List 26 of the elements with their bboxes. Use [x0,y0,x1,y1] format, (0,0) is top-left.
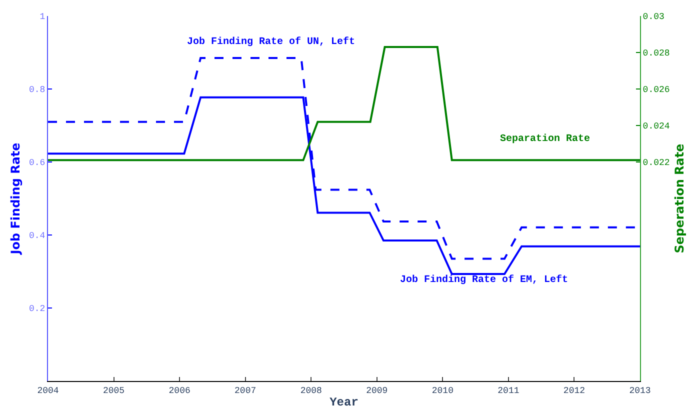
y2-tick-label: 0.03 [642,12,664,22]
annotation: Job Finding Rate of UN, Left [187,36,356,48]
x-tick-label: 2007 [234,386,256,396]
x-tick-label: 2004 [37,386,59,396]
x-tick-label: 2013 [629,386,651,396]
x-axis-title: Year [330,396,358,410]
annotation: Job Finding Rate of EM, Left [400,274,568,286]
x-tick-label: 2011 [498,386,520,396]
y-tick-label: 0.6 [28,158,46,168]
x-tick-label: 2006 [168,386,190,396]
y-tick-label: 0.2 [28,304,46,314]
y2-tick-label: 0.024 [642,122,670,132]
y-tick-label: 0.4 [28,231,46,242]
y2-tick-label: 0.026 [642,85,670,96]
x-tick-label: 2005 [102,386,125,396]
y2-tick-label: 0.028 [642,48,670,59]
annotation: Separation Rate [500,133,590,145]
y-axis-title: Job Finding Rate [8,142,22,256]
x-tick-label: 2012 [563,386,586,396]
y2-axis-title: Seperation Rate [672,144,687,254]
x-tick-label: 2010 [432,386,454,396]
y-tick-label: 0.8 [28,85,46,96]
x-tick-label: 2008 [300,386,322,396]
x-tick-label: 2009 [366,386,388,396]
y-tick-label: 1 [40,12,46,22]
y2-tick-label: 0.022 [642,158,670,168]
